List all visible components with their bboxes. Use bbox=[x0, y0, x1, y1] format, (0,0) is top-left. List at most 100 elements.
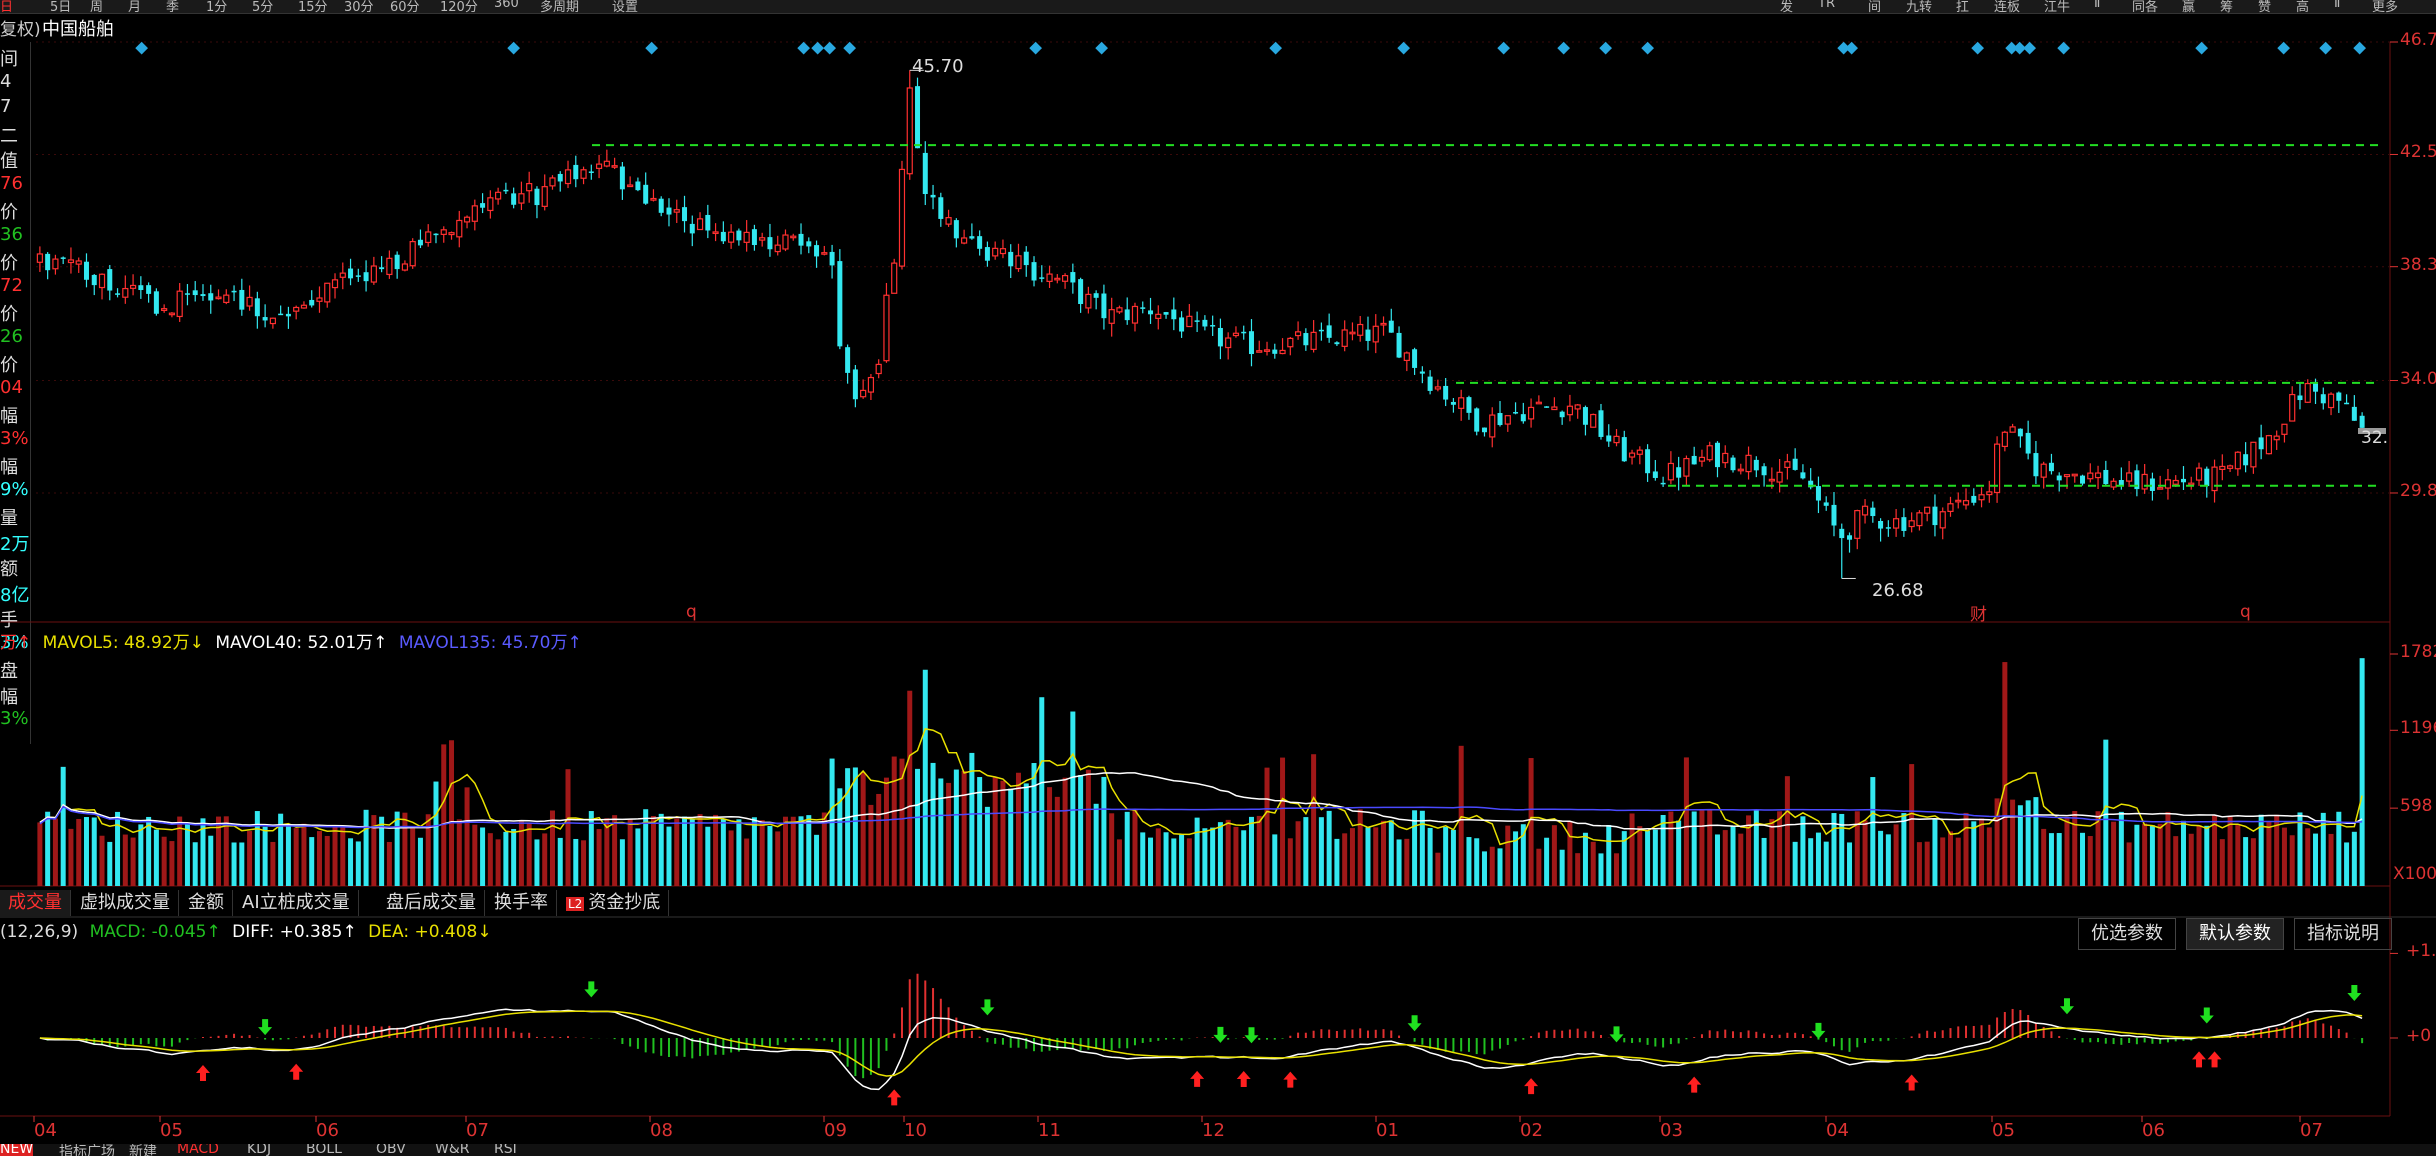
candle-body bbox=[1901, 517, 1907, 531]
volume-bar bbox=[2134, 824, 2140, 886]
volume-bar bbox=[565, 769, 571, 886]
toolbar-right-item[interactable]: 赞 bbox=[2258, 0, 2272, 15]
optimized-params-button[interactable]: 优选参数 bbox=[2078, 918, 2176, 950]
volume-prefix: 万↑ bbox=[0, 633, 32, 653]
period-tab[interactable]: 1分 bbox=[206, 0, 228, 15]
indicator-shortcut[interactable]: NEW bbox=[0, 1144, 34, 1156]
indicator-tab[interactable]: AI立桩成交量 bbox=[234, 890, 359, 916]
indicator-tab[interactable]: 成交量 bbox=[0, 890, 71, 916]
toolbar-right-item[interactable]: 同各 bbox=[2132, 0, 2159, 15]
indicator-shortcut[interactable]: BOLL bbox=[306, 1144, 342, 1156]
volume-bar bbox=[2336, 811, 2342, 886]
quote-field: 额 bbox=[0, 559, 18, 580]
period-tab[interactable]: 5日 bbox=[50, 0, 72, 15]
volume-bar bbox=[2305, 828, 2311, 886]
period-tab[interactable]: 30分 bbox=[344, 0, 374, 15]
indicator-tab[interactable]: 换手率 bbox=[486, 890, 557, 916]
candle-body bbox=[1078, 279, 1084, 305]
quote-field: 量 bbox=[0, 508, 18, 529]
candle-body bbox=[60, 257, 66, 259]
indicator-shortcut[interactable]: 新建 bbox=[129, 1144, 157, 1156]
volume-bar bbox=[1963, 812, 1969, 886]
toolbar-right-item[interactable]: 筹 bbox=[2220, 0, 2234, 15]
indicator-help-button[interactable]: 指标说明 bbox=[2294, 918, 2392, 950]
volume-bar bbox=[1590, 841, 1596, 886]
volume-bar bbox=[845, 768, 851, 886]
candle-body bbox=[1978, 494, 1985, 501]
candle-body bbox=[945, 217, 952, 225]
volume-bar bbox=[355, 841, 361, 886]
toolbar-right-item[interactable]: Ⅱ bbox=[2334, 0, 2341, 11]
toolbar-right-item[interactable]: 高 bbox=[2296, 0, 2310, 15]
period-tab[interactable]: 15分 bbox=[298, 0, 328, 15]
toolbar-right-item[interactable]: 赢 bbox=[2182, 0, 2196, 15]
event-marker-q1[interactable]: q bbox=[686, 602, 697, 622]
volume-bar bbox=[814, 834, 820, 886]
volume-bar bbox=[83, 817, 89, 886]
period-tab[interactable]: 周 bbox=[90, 0, 104, 15]
period-tab[interactable]: 5分 bbox=[252, 0, 274, 15]
volume-bar bbox=[1419, 810, 1425, 886]
toolbar-right-item[interactable]: 江牛 bbox=[2044, 0, 2071, 15]
toolbar-right-item[interactable]: Ⅱ bbox=[2094, 0, 2101, 11]
event-diamond-icon bbox=[1029, 41, 1043, 55]
event-diamonds bbox=[135, 41, 2367, 55]
volume-bar bbox=[2103, 739, 2109, 886]
date-axis-label: 07 bbox=[2300, 1120, 2323, 1141]
toolbar-right-item[interactable]: 更多 bbox=[2372, 0, 2399, 15]
candle-body bbox=[534, 188, 540, 206]
event-marker-q2[interactable]: q bbox=[2240, 602, 2251, 622]
date-axis-label: 04 bbox=[34, 1120, 57, 1141]
volume-bar bbox=[689, 819, 695, 886]
volume-bar bbox=[1777, 811, 1783, 886]
toolbar-right-item[interactable]: 扛 bbox=[1956, 0, 1970, 15]
toolbar-right-item[interactable]: TR bbox=[1818, 0, 1835, 11]
period-tab[interactable]: 日 bbox=[0, 0, 14, 15]
period-tab[interactable]: 360 bbox=[494, 0, 519, 11]
candle-body bbox=[1683, 457, 1690, 477]
volume-bar bbox=[1241, 830, 1247, 886]
volume-bar bbox=[2313, 833, 2319, 886]
fuquan-label[interactable]: 复权) bbox=[0, 20, 41, 40]
indicator-shortcut[interactable]: OBV bbox=[376, 1144, 406, 1156]
period-tab[interactable]: 月 bbox=[128, 0, 142, 15]
volume-bar bbox=[1458, 745, 1464, 886]
indicator-shortcut[interactable]: W&R bbox=[435, 1144, 470, 1156]
period-tab[interactable]: 季 bbox=[166, 0, 180, 15]
candle-body bbox=[425, 231, 432, 244]
volume-bar bbox=[2025, 800, 2031, 886]
indicator-shortcut[interactable]: RSI bbox=[494, 1144, 517, 1156]
volume-bar bbox=[2289, 835, 2295, 886]
period-tab[interactable]: 120分 bbox=[440, 0, 478, 15]
candle-body bbox=[1645, 449, 1651, 474]
period-tab[interactable]: 多周期 bbox=[540, 0, 580, 15]
date-axis-label: 06 bbox=[316, 1120, 339, 1141]
volume-bar bbox=[1761, 837, 1767, 886]
indicator-shortcut[interactable]: KDJ bbox=[247, 1144, 272, 1156]
toolbar-right-item[interactable]: 间 bbox=[1868, 0, 1882, 15]
volume-bar bbox=[2351, 831, 2357, 886]
candle-body bbox=[1217, 327, 1223, 347]
indicator-tab[interactable]: 盘后成交量 bbox=[378, 890, 485, 916]
default-params-button[interactable]: 默认参数 bbox=[2186, 918, 2284, 950]
toolbar-right-item[interactable]: 九转 bbox=[1906, 0, 1933, 15]
candle-body bbox=[969, 236, 975, 239]
volume-bar bbox=[2041, 828, 2047, 886]
sell-arrow-icon bbox=[1213, 1026, 1228, 1043]
volume-bar bbox=[1272, 834, 1278, 886]
macd-params: (12,26,9) bbox=[0, 922, 79, 942]
indicator-tab[interactable]: L2 资金抄底 bbox=[558, 890, 670, 916]
candle-body bbox=[386, 257, 393, 276]
event-marker-cai[interactable]: 财 bbox=[1970, 605, 1987, 625]
indicator-shortcut[interactable]: 指标广场 bbox=[59, 1144, 115, 1156]
period-tab[interactable]: 设置 bbox=[612, 0, 639, 15]
candle-body bbox=[176, 290, 183, 318]
volume-bar bbox=[340, 826, 346, 886]
indicator-tab[interactable]: 金额 bbox=[180, 890, 233, 916]
indicator-shortcut[interactable]: MACD bbox=[177, 1144, 219, 1156]
candle-body bbox=[1527, 406, 1535, 420]
toolbar-right-item[interactable]: 发 bbox=[1780, 0, 1794, 15]
period-tab[interactable]: 60分 bbox=[390, 0, 420, 15]
indicator-tab[interactable]: 虚拟成交量 bbox=[72, 890, 179, 916]
toolbar-right-item[interactable]: 连板 bbox=[1994, 0, 2021, 15]
